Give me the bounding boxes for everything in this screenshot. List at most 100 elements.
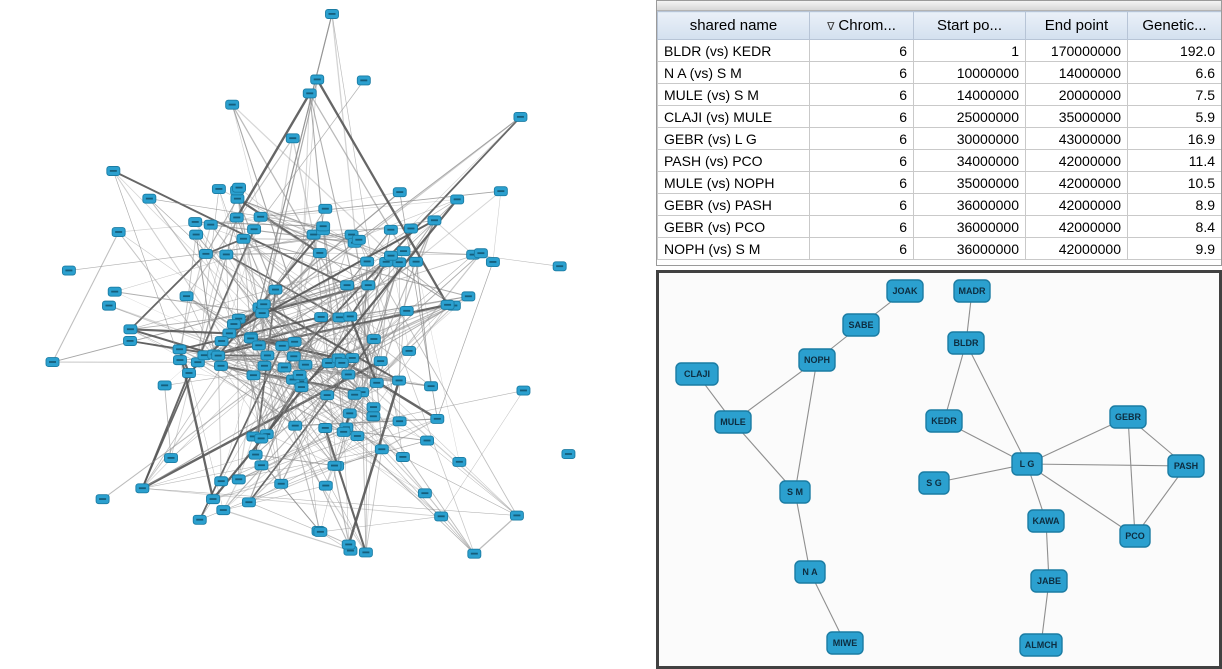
network-node[interactable] — [288, 420, 303, 431]
network-edge[interactable] — [108, 305, 285, 369]
network-edge[interactable] — [358, 239, 518, 516]
network-edge[interactable] — [222, 479, 240, 511]
network-node[interactable] — [392, 416, 407, 427]
network-node[interactable] — [450, 194, 465, 205]
main-network-panel[interactable] — [0, 0, 654, 669]
network-node[interactable] — [347, 389, 362, 400]
network-edge[interactable] — [212, 198, 459, 500]
network-edge[interactable] — [309, 93, 345, 432]
table-row[interactable]: BLDR (vs) KEDR 6 1 170000000 192.0 — [657, 39, 1221, 62]
network-edge[interactable] — [164, 385, 172, 459]
table-row[interactable]: CLAJI (vs) MULE 6 25000000 35000000 5.9 — [657, 105, 1221, 128]
network-node[interactable] — [334, 358, 349, 368]
network-node[interactable] — [45, 357, 60, 368]
network-edge[interactable] — [142, 208, 326, 489]
network-node[interactable] — [358, 547, 373, 558]
network-node[interactable] — [123, 324, 138, 335]
network-edge[interactable] — [381, 418, 438, 450]
network-node[interactable] — [402, 346, 417, 356]
network-edge[interactable] — [221, 449, 382, 482]
network-edge[interactable] — [238, 426, 347, 480]
network-edge[interactable] — [52, 231, 120, 363]
table-scrollbar-track[interactable] — [657, 1, 1221, 11]
network-node[interactable] — [396, 246, 411, 257]
network-node[interactable]: NOPH — [798, 348, 836, 372]
network-edge[interactable] — [112, 170, 348, 287]
network-edge[interactable] — [259, 307, 518, 516]
network-node[interactable] — [251, 340, 266, 351]
network-edge[interactable] — [280, 358, 340, 485]
network-node[interactable] — [123, 336, 137, 346]
network-node[interactable] — [314, 312, 329, 322]
network-edge[interactable] — [205, 253, 381, 362]
network-edge[interactable] — [390, 255, 410, 352]
network-node[interactable] — [277, 362, 292, 373]
network-node[interactable]: SABE — [842, 313, 880, 337]
network-edge[interactable] — [361, 392, 367, 553]
network-edge[interactable] — [1026, 463, 1136, 537]
column-header-3[interactable]: End point — [1025, 11, 1128, 40]
selected-network-panel[interactable]: JOAK MADR SABE NOPH BLDR CLAJI MULE KEDR GEBR L G… — [656, 270, 1222, 669]
network-edge[interactable] — [225, 254, 283, 347]
network-node[interactable] — [404, 223, 418, 234]
network-node[interactable] — [206, 494, 220, 505]
column-header-0[interactable]: shared name — [657, 11, 810, 40]
network-node[interactable]: L G — [1011, 452, 1043, 476]
network-node[interactable] — [254, 460, 269, 471]
network-edge[interactable] — [266, 254, 474, 435]
network-edge[interactable] — [253, 80, 365, 230]
network-edge[interactable] — [170, 190, 238, 459]
network-edge[interactable] — [130, 329, 295, 343]
network-node[interactable] — [61, 265, 76, 276]
network-edge[interactable] — [250, 13, 333, 338]
network-node[interactable]: MIWE — [826, 631, 864, 655]
network-edge[interactable] — [1127, 416, 1136, 537]
network-node[interactable] — [248, 449, 263, 460]
network-node[interactable] — [107, 286, 122, 297]
network-node[interactable] — [325, 9, 339, 19]
network-node[interactable] — [366, 402, 381, 413]
network-node[interactable] — [157, 380, 172, 391]
network-edge[interactable] — [324, 427, 352, 551]
network-node[interactable] — [182, 368, 196, 379]
network-edge[interactable] — [320, 427, 347, 532]
table-row[interactable]: GEBR (vs) PCO 6 36000000 42000000 8.4 — [657, 215, 1221, 238]
network-edge[interactable] — [434, 220, 474, 256]
network-node[interactable]: N A — [794, 560, 826, 584]
network-node[interactable] — [392, 375, 407, 386]
network-node[interactable] — [142, 193, 157, 204]
network-node[interactable] — [179, 291, 194, 302]
network-edge[interactable] — [243, 238, 382, 362]
network-node[interactable] — [236, 233, 251, 244]
column-header-1[interactable]: ∇ Chrom... — [809, 11, 914, 40]
network-node[interactable] — [318, 203, 333, 214]
network-edge[interactable] — [373, 406, 475, 554]
network-node[interactable] — [366, 411, 381, 422]
network-node[interactable] — [409, 256, 424, 267]
network-node[interactable] — [341, 369, 356, 380]
network-node[interactable] — [231, 474, 246, 485]
network-edge[interactable] — [118, 231, 283, 347]
network-node[interactable] — [253, 211, 268, 222]
table-row[interactable]: NOPH (vs) S M 6 36000000 42000000 9.9 — [657, 237, 1221, 260]
network-edge[interactable] — [142, 295, 469, 489]
network-edge[interactable] — [197, 189, 220, 363]
network-edge[interactable] — [316, 78, 449, 306]
network-edge[interactable] — [331, 13, 375, 408]
network-node[interactable] — [343, 311, 358, 322]
network-node[interactable] — [312, 248, 327, 258]
network-edge[interactable] — [292, 138, 358, 437]
network-node[interactable]: MADR — [953, 279, 991, 303]
network-edge[interactable] — [149, 198, 324, 227]
network-node[interactable] — [310, 74, 325, 85]
network-edge[interactable] — [248, 501, 321, 533]
network-node[interactable] — [275, 340, 290, 351]
network-node[interactable] — [222, 328, 237, 339]
network-node[interactable] — [493, 186, 508, 197]
network-edge[interactable] — [347, 380, 401, 545]
column-header-4[interactable]: Genetic... — [1127, 11, 1221, 40]
network-edge[interactable] — [118, 231, 222, 367]
network-node[interactable] — [420, 435, 434, 446]
network-edge[interactable] — [188, 373, 224, 511]
network-node[interactable] — [327, 460, 342, 471]
